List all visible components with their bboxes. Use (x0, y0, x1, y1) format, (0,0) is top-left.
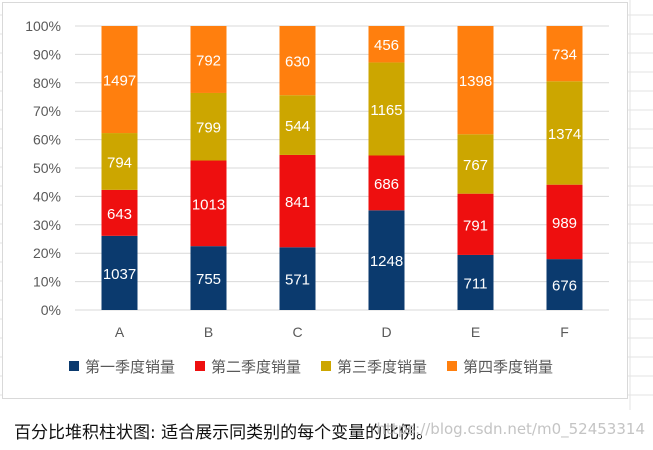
bar-segment-B-4[interactable] (190, 26, 227, 93)
legend: 第一季度销量 第二季度销量 第三季度销量 第四季度销量 (69, 358, 553, 376)
bar-segment-F-4[interactable] (546, 26, 583, 82)
data-label: 630 (285, 54, 310, 71)
chart-area[interactable]: 0% 10% 20% 30% 40% 50% 60% 70% 80% 90% 100% 1037 643… (2, 2, 628, 399)
data-label: 1374 (548, 126, 581, 143)
y-tick-label: 100% (25, 18, 61, 34)
x-tick-label: B (204, 324, 213, 340)
data-label: 1497 (103, 73, 136, 90)
bar-segment-E-3[interactable] (457, 134, 494, 194)
bar-segment-D-4[interactable] (368, 26, 405, 63)
x-tick-label: C (292, 324, 302, 340)
data-label: 794 (107, 154, 132, 171)
y-tick-label: 20% (33, 245, 61, 261)
y-tick-label: 60% (33, 132, 61, 148)
legend-swatch (447, 361, 457, 371)
bar-segment-F-3[interactable] (546, 81, 583, 185)
y-axis: 0% 10% 20% 30% 40% 50% 60% 70% 80% 90% 100% (25, 18, 61, 318)
bar-segment-F-1[interactable] (546, 259, 583, 310)
data-label: 989 (552, 215, 577, 232)
bar-segment-A-2[interactable] (101, 189, 138, 236)
stacked-percent-bar-chart: 0% 10% 20% 30% 40% 50% 60% 70% 80% 90% 100% 1037 643… (25, 18, 609, 376)
y-gridlines (75, 25, 609, 311)
data-label: 711 (464, 275, 488, 292)
data-label: 686 (374, 176, 399, 193)
data-label: 1013 (192, 196, 225, 213)
bar-segment-D-2[interactable] (368, 155, 405, 211)
bar-segment-E-2[interactable] (457, 193, 494, 255)
bar-segment-D-3[interactable] (368, 62, 405, 156)
data-label: 1037 (103, 266, 136, 283)
caption-text: 百分比堆积柱状图: 适合展示同类别的每个变量的比例。 (14, 423, 434, 443)
data-label: 841 (285, 194, 310, 211)
x-tick-label: A (115, 324, 125, 340)
bar-segment-B-3[interactable] (190, 92, 227, 161)
legend-label: 第四季度销量 (463, 358, 553, 376)
legend-swatch (321, 361, 331, 371)
x-tick-label: D (381, 324, 391, 340)
legend-label: 第二季度销量 (211, 358, 301, 376)
bar-segment-B-1[interactable] (190, 246, 227, 310)
legend-label: 第三季度销量 (337, 358, 427, 376)
y-tick-label: 40% (33, 188, 61, 204)
legend-swatch (195, 361, 205, 371)
bar-segment-E-1[interactable] (457, 254, 494, 310)
data-label: 571 (285, 272, 310, 289)
data-label: 544 (285, 118, 310, 135)
x-tick-label: E (471, 324, 480, 340)
data-label: 755 (196, 271, 221, 288)
data-label: 643 (107, 206, 132, 223)
legend-swatch (69, 361, 79, 371)
bars (101, 26, 583, 310)
y-tick-label: 90% (33, 46, 61, 62)
bar-segment-C-4[interactable] (279, 26, 316, 96)
data-label: 1248 (370, 253, 403, 270)
data-label: 799 (196, 120, 221, 137)
x-axis: A B C D E F (115, 324, 569, 340)
y-tick-label: 50% (33, 160, 61, 176)
bar-segment-C-2[interactable] (279, 154, 316, 248)
bar-segment-B-2[interactable] (190, 160, 227, 247)
data-label: 791 (463, 217, 488, 234)
data-label: 734 (552, 47, 577, 64)
data-label: 456 (374, 37, 399, 54)
y-tick-label: 80% (33, 75, 61, 91)
data-labels: 1037 643 794 1497 755 1013 799 792 571 841 544 630 1… (103, 37, 581, 294)
data-label: 1165 (370, 102, 402, 119)
bar-segment-D-1[interactable] (368, 210, 405, 310)
bar-segment-A-1[interactable] (101, 235, 138, 310)
bar-segment-C-1[interactable] (279, 247, 316, 310)
legend-label: 第一季度销量 (85, 358, 175, 376)
y-tick-label: 0% (41, 302, 61, 318)
watermark-text: https://blog.csdn.net/m0_52453314 (376, 420, 645, 438)
x-tick-label: F (560, 324, 569, 340)
y-tick-label: 70% (33, 103, 61, 119)
y-tick-label: 10% (33, 274, 61, 290)
caption-bar: 百分比堆积柱状图: 适合展示同类别的每个变量的比例。 https://blog.… (0, 410, 653, 450)
data-label: 676 (552, 278, 577, 295)
data-label: 792 (196, 52, 221, 69)
bar-segment-A-4[interactable] (101, 26, 138, 134)
bar-segment-A-3[interactable] (101, 133, 138, 190)
bar-segment-F-2[interactable] (546, 184, 583, 260)
bar-segment-C-3[interactable] (279, 95, 316, 155)
y-tick-label: 30% (33, 217, 61, 233)
data-label: 767 (463, 157, 488, 174)
bar-segment-E-4[interactable] (457, 26, 494, 135)
data-label: 1398 (459, 73, 492, 90)
